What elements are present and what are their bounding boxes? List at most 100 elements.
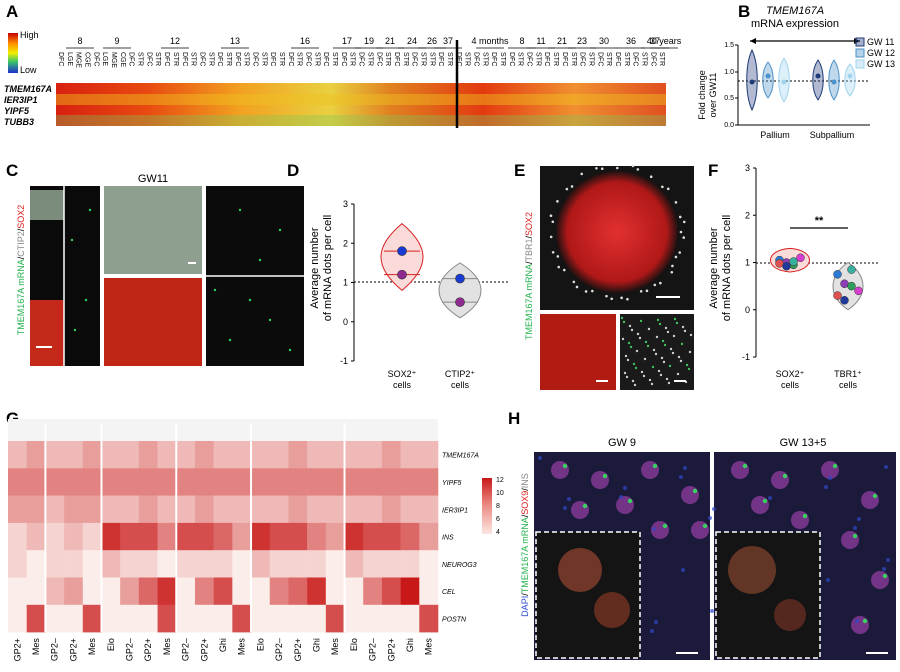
f-point bbox=[833, 291, 842, 300]
mrna-dot bbox=[213, 288, 217, 292]
age-label: 16 bbox=[300, 36, 310, 46]
h-mrna bbox=[652, 463, 658, 469]
g-cell bbox=[64, 550, 84, 578]
g-cell bbox=[82, 495, 102, 524]
g-cell bbox=[232, 550, 252, 578]
f-point bbox=[840, 296, 849, 305]
f-sig: ** bbox=[815, 215, 824, 227]
g-col-label: Ghi bbox=[311, 638, 321, 652]
b-yaxis: 1.5 1.0 0.5 0.0 bbox=[724, 42, 738, 129]
g-cell bbox=[213, 522, 233, 551]
region-label: DFC bbox=[358, 52, 365, 66]
g-cell bbox=[213, 577, 233, 606]
age-label: 11 bbox=[536, 36, 545, 46]
g-cell bbox=[325, 577, 345, 606]
region-label: DFC bbox=[269, 52, 276, 66]
region-label: DFC bbox=[473, 52, 480, 66]
h-islet bbox=[871, 571, 889, 589]
g-cell bbox=[8, 468, 27, 496]
g-cell bbox=[232, 441, 252, 469]
e-dot bbox=[671, 351, 675, 355]
g-cell bbox=[288, 495, 308, 524]
b-point bbox=[815, 73, 821, 79]
g-cell bbox=[45, 577, 65, 606]
region-label: STR bbox=[154, 52, 161, 66]
g-cell bbox=[138, 495, 158, 524]
g-cell bbox=[45, 604, 65, 633]
b-ytick: 0.5 bbox=[724, 95, 734, 102]
g-gene-label: CEL bbox=[442, 589, 456, 596]
e-dot bbox=[549, 214, 553, 218]
g-cell bbox=[176, 604, 196, 633]
d-cat-1: SOX2⁺ bbox=[388, 369, 417, 379]
e-dot bbox=[663, 343, 667, 347]
h-title-1: GW 9 bbox=[608, 437, 636, 449]
gene-label: IER3IP1 bbox=[4, 95, 38, 105]
h-islet bbox=[731, 461, 749, 479]
b-ytick: 1.5 bbox=[724, 42, 734, 49]
g-cell bbox=[232, 495, 252, 524]
g-scale-label: 4 bbox=[496, 529, 500, 536]
d-cat-2: CTIP2⁺ bbox=[445, 369, 476, 379]
e-dot bbox=[650, 382, 654, 386]
g-cell bbox=[381, 522, 401, 551]
g-cell bbox=[419, 604, 439, 633]
b-point bbox=[847, 73, 853, 79]
age-label: 24 bbox=[407, 36, 417, 46]
age-label: 4 months bbox=[471, 36, 509, 46]
e-dot bbox=[660, 356, 664, 360]
g-cell bbox=[232, 468, 252, 496]
e-dot bbox=[658, 322, 662, 326]
g-cell bbox=[419, 522, 439, 551]
g-scale-label: 10 bbox=[496, 490, 504, 497]
mrna-dot bbox=[70, 238, 74, 242]
h-ylabel: DAPI/TMEM167A mRNA/SOX9/INS bbox=[520, 473, 530, 617]
region-label: STR bbox=[366, 52, 373, 66]
age-label: 21 bbox=[557, 36, 567, 46]
g-colorbar bbox=[482, 478, 492, 534]
e-dot bbox=[636, 332, 640, 336]
g-cell bbox=[344, 522, 364, 551]
panel-g: GW7GW8GW9GW10GW11GW12 TMEM167AYIPF5IER3I… bbox=[8, 419, 504, 661]
region-label: DFC bbox=[508, 52, 515, 66]
panel-d: Average number of mRNA dots per cell 3 2 1… bbox=[309, 199, 510, 390]
g-cell bbox=[157, 468, 177, 496]
h-mrna bbox=[562, 463, 568, 469]
g-cell bbox=[120, 577, 140, 606]
b-ytick: 1.0 bbox=[724, 69, 734, 76]
g-cell bbox=[120, 550, 140, 578]
g-cell bbox=[400, 577, 420, 606]
g-col-label: Mes bbox=[87, 638, 97, 656]
b-legend-swatch bbox=[855, 37, 865, 47]
h-islet bbox=[791, 511, 809, 529]
e-dot bbox=[659, 373, 663, 377]
g-gene-label: IER3IP1 bbox=[442, 507, 468, 514]
e-dot bbox=[638, 336, 642, 340]
panel-label-h: H bbox=[508, 409, 520, 428]
g-cell bbox=[419, 495, 439, 524]
h-islet bbox=[571, 501, 589, 519]
scale-bar bbox=[36, 346, 52, 348]
b-legend-swatch bbox=[855, 59, 865, 69]
violin bbox=[438, 262, 482, 319]
g-cell bbox=[419, 577, 439, 606]
e-inset-mrna bbox=[620, 314, 694, 390]
g-cell bbox=[176, 550, 196, 578]
e-dot bbox=[674, 201, 678, 204]
g-cell bbox=[8, 495, 27, 524]
region-label: DFC bbox=[490, 52, 497, 66]
g-cell bbox=[26, 441, 46, 469]
g-cell bbox=[64, 604, 84, 633]
e-dot bbox=[676, 372, 680, 376]
h-inset-2 bbox=[715, 531, 821, 659]
g-cell bbox=[194, 468, 214, 496]
g-cell bbox=[344, 495, 364, 524]
f-cat-2: TBR1⁺ bbox=[834, 369, 862, 379]
b-point bbox=[749, 79, 755, 85]
g-cell bbox=[45, 495, 65, 524]
h-islet bbox=[591, 471, 609, 489]
g-col-label: Ghi bbox=[218, 638, 228, 652]
region-label: DFC bbox=[561, 52, 568, 66]
region-label: CGE bbox=[84, 52, 91, 68]
h-mrna bbox=[692, 488, 698, 494]
